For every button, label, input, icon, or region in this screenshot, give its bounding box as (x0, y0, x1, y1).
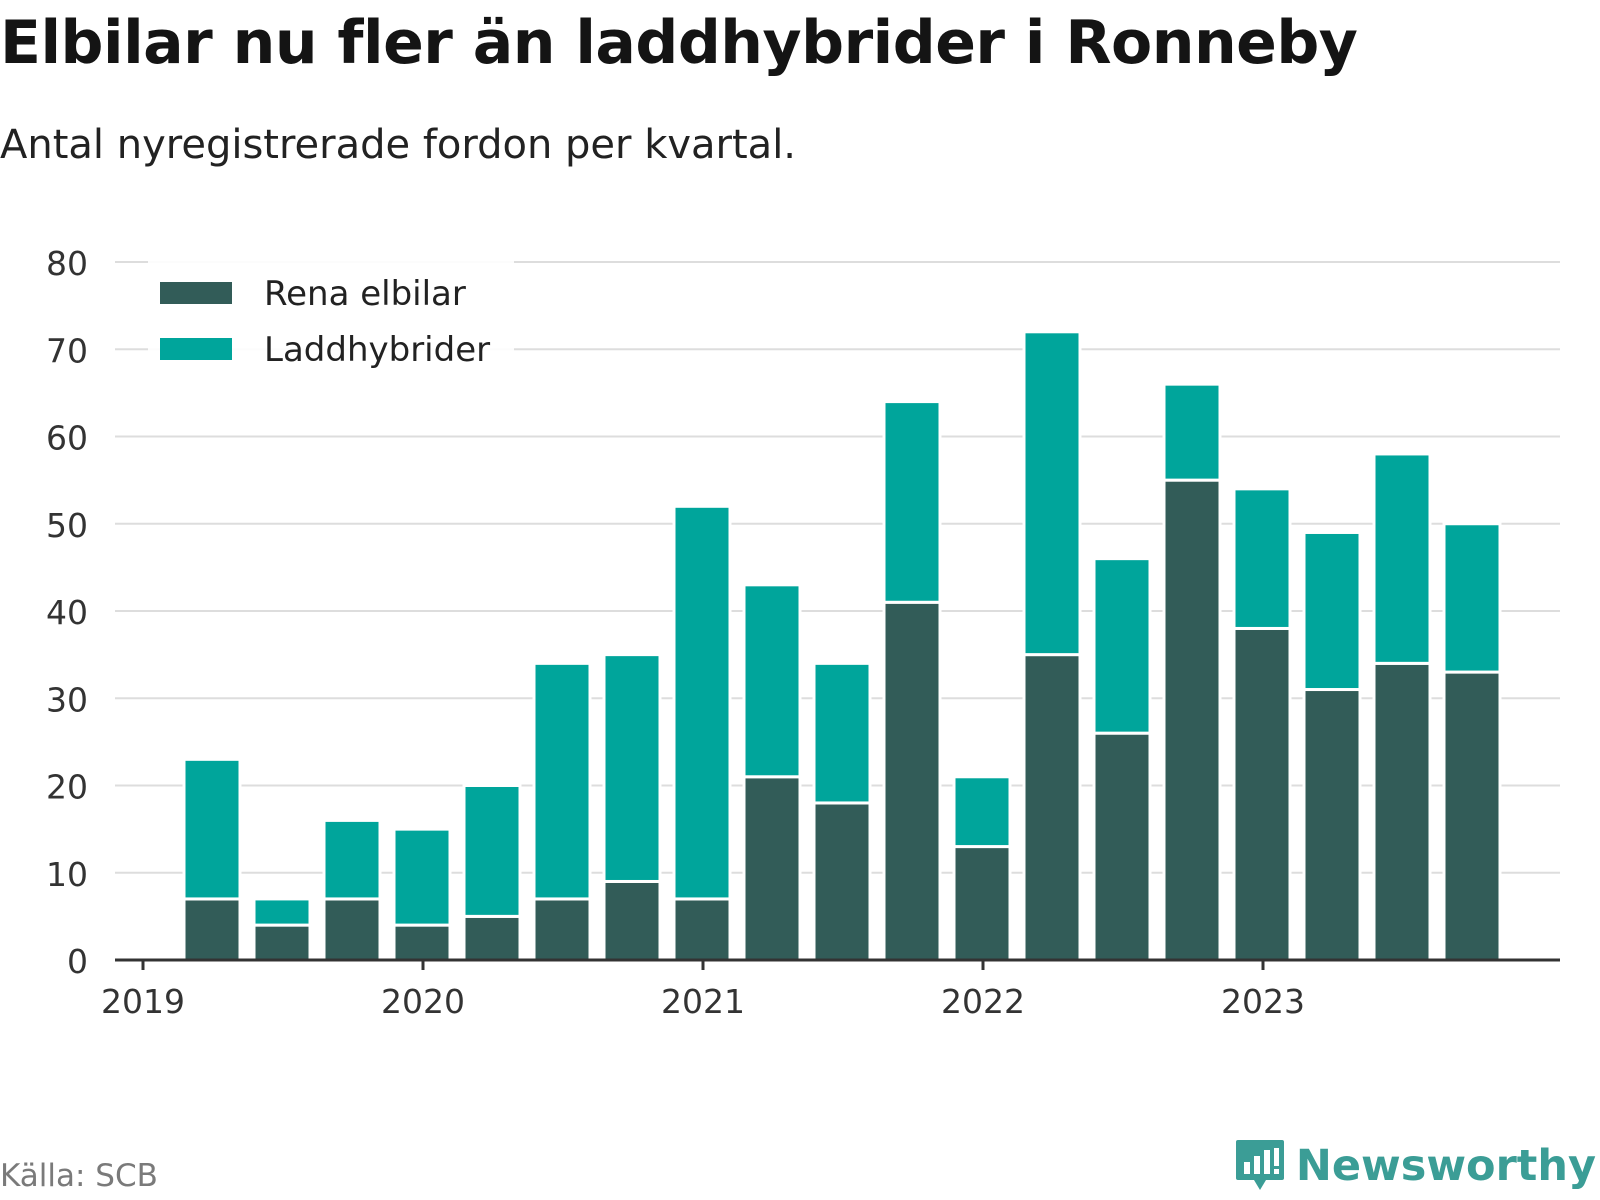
x-tick-label: 2020 (381, 982, 465, 1021)
y-tick-label: 50 (46, 506, 88, 545)
bar-laddhybrider (602, 653, 662, 883)
bar-laddhybrider (182, 757, 242, 901)
bar-laddhybrider (532, 661, 592, 901)
bar-rena-elbilar (742, 775, 802, 962)
bar-rena-elbilar (812, 801, 872, 962)
chart-subtitle: Antal nyregistrerade fordon per kvartal. (0, 122, 797, 168)
y-tick-label: 0 (67, 942, 88, 981)
bar-laddhybrider (1442, 522, 1502, 674)
bar-laddhybrider (1092, 557, 1152, 735)
bar-laddhybrider (462, 784, 522, 918)
bar-laddhybrider (1232, 487, 1292, 630)
stacked-bar-chart: 0 10 20 30 40 50 60 70 80 2019 2020 2021 2022 2023 Ren… (46, 244, 1560, 1021)
legend-label: Rena elbilar (264, 274, 466, 314)
chart-title: Elbilar nu fler än laddhybrider i Ronneb… (0, 8, 1358, 78)
bar-laddhybrider (672, 504, 732, 901)
bar-laddhybrider (742, 583, 802, 779)
brand-name: Newsworthy (1295, 1141, 1596, 1191)
bar-rena-elbilar (462, 914, 522, 962)
y-tick-label: 10 (46, 855, 88, 894)
bar-laddhybrider (392, 827, 452, 927)
y-tick-label: 20 (46, 768, 88, 807)
x-tick-label: 2019 (101, 982, 185, 1021)
bar-laddhybrider (1302, 530, 1362, 692)
y-tick-label: 30 (46, 680, 88, 719)
bar-rena-elbilar (1302, 688, 1362, 962)
bar-laddhybrider (252, 897, 312, 927)
bar-rena-elbilar (392, 923, 452, 962)
y-tick-label: 60 (46, 419, 88, 458)
bar-laddhybrider (1372, 452, 1432, 665)
bar-rena-elbilar (182, 897, 242, 962)
bar-rena-elbilar (1372, 661, 1432, 962)
legend-swatch (160, 282, 232, 304)
legend-swatch (160, 338, 232, 360)
brand-logo: Newsworthy (1234, 1138, 1596, 1194)
x-tick-label: 2023 (1221, 982, 1305, 1021)
bar-rena-elbilar (532, 897, 592, 962)
legend-label: Laddhybrider (264, 330, 490, 370)
bar-laddhybrider (882, 400, 942, 604)
source-note: Källa: SCB (0, 1158, 158, 1194)
bar-rena-elbilar (1162, 478, 1222, 962)
bar-rena-elbilar (322, 897, 382, 962)
bar-rena-elbilar (952, 845, 1012, 962)
newsworthy-logo-icon (1235, 1140, 1284, 1190)
bar-rena-elbilar (602, 879, 662, 962)
bar-rena-elbilar (1232, 626, 1292, 962)
bar-laddhybrider (952, 775, 1012, 849)
x-tick-label: 2021 (661, 982, 745, 1021)
bar-rena-elbilar (1022, 653, 1082, 962)
bar-laddhybrider (812, 661, 872, 805)
y-tick-label: 40 (46, 593, 88, 632)
bar-laddhybrider (322, 818, 382, 901)
bar-rena-elbilar (1092, 731, 1152, 962)
bar-rena-elbilar (252, 923, 312, 962)
bar-laddhybrider (1022, 330, 1082, 657)
x-tick-label: 2022 (941, 982, 1025, 1021)
bar-rena-elbilar (882, 600, 942, 962)
y-tick-label: 70 (46, 331, 88, 370)
y-tick-label: 80 (46, 244, 88, 283)
bar-laddhybrider (1162, 382, 1222, 482)
bar-rena-elbilar (672, 897, 732, 962)
bar-rena-elbilar (1442, 670, 1502, 962)
